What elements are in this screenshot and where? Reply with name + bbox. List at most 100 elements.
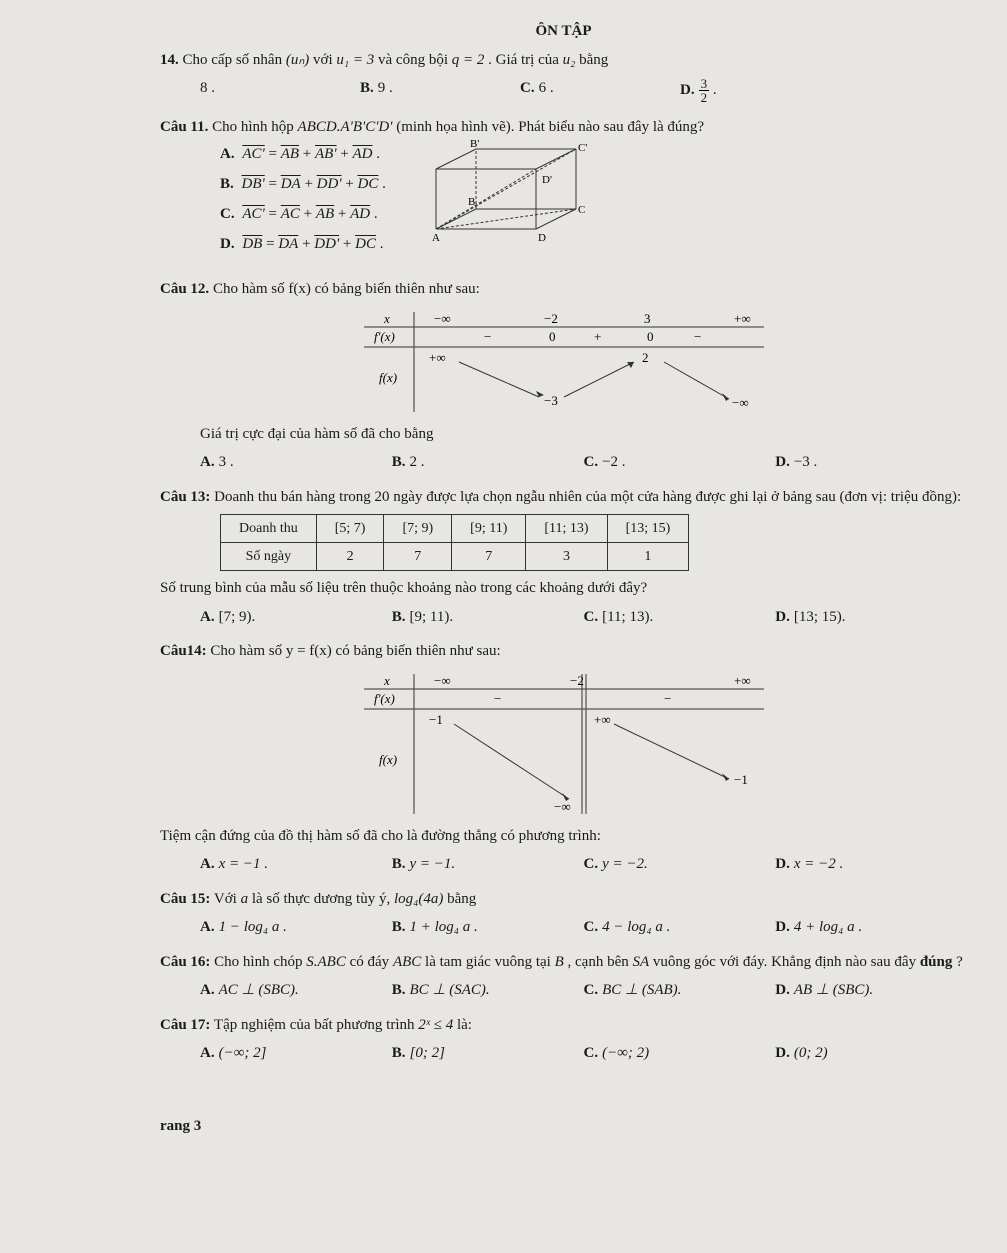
q14b-options: A.x = −1 . B.y = −1. C.y = −2. D.x = −2 … bbox=[200, 853, 967, 876]
svg-text:−: − bbox=[694, 329, 701, 344]
q14-opt-D: D.32 . bbox=[680, 77, 800, 104]
q15-text-a: Với bbox=[214, 891, 241, 907]
svg-text:3: 3 bbox=[644, 311, 651, 326]
q15-opt-D: D.4 + log₄ a . bbox=[775, 916, 967, 939]
svg-text:f(x): f(x) bbox=[379, 752, 397, 767]
q14-opt-B: B.9 . bbox=[360, 77, 480, 104]
q14-seq: (uₙ) bbox=[286, 52, 309, 68]
q15-opt-B: B.1 + log₄ a . bbox=[392, 916, 584, 939]
th-5: [13; 15) bbox=[607, 515, 689, 543]
svg-text:+: + bbox=[594, 329, 601, 344]
q14b-B-text: y = −1. bbox=[410, 856, 456, 872]
q13-C-text: [11; 13). bbox=[602, 609, 653, 625]
svg-text:−3: −3 bbox=[544, 393, 558, 408]
q13-label: Câu 13: bbox=[160, 489, 210, 505]
q16-text-b: có đáy bbox=[350, 954, 393, 970]
q16-A-text: AC ⊥ (SBC). bbox=[219, 982, 299, 998]
question-13: Câu 13: Doanh thu bán hàng trong 20 ngày… bbox=[160, 486, 967, 629]
box-diagram: A D C B B' C' D' bbox=[426, 139, 596, 267]
q12-A-text: 3 . bbox=[219, 454, 234, 470]
q14b-A-text: x = −1 . bbox=[219, 856, 268, 872]
q14-text-d: . Giá trị của bbox=[488, 52, 563, 68]
q12-options: A.3 . B.2 . C.−2 . D.−3 . bbox=[200, 451, 967, 474]
q16-text-c: là tam giác vuông tại bbox=[425, 954, 555, 970]
q16-text-a: Cho hình chóp bbox=[214, 954, 306, 970]
svg-text:0: 0 bbox=[647, 329, 654, 344]
svg-text:−: − bbox=[664, 691, 671, 706]
q14-opt-C: C.6 . bbox=[520, 77, 640, 104]
q14b-sub: Tiệm cận đứng của đồ thị hàm số đã cho l… bbox=[160, 825, 967, 848]
q13-opt-D: D.[13; 15). bbox=[775, 606, 967, 629]
q14-label: 14. bbox=[160, 52, 179, 68]
q14-opt-A: 8 . bbox=[200, 77, 320, 104]
svg-text:−∞: −∞ bbox=[434, 673, 451, 688]
q11-name: ABCD.A'B'C'D' bbox=[298, 119, 393, 135]
svg-text:+∞: +∞ bbox=[734, 673, 751, 688]
question-14: 14. Cho cấp số nhân (uₙ) với u₁ = 3 và c… bbox=[160, 49, 967, 105]
q17-label: Câu 17: bbox=[160, 1017, 210, 1033]
q13-sub: Số trung bình của mẫu số liệu trên thuộc… bbox=[160, 577, 967, 600]
q15-opt-A: A.1 − log₄ a . bbox=[200, 916, 392, 939]
q16-D-text: AB ⊥ (SBC). bbox=[794, 982, 873, 998]
q15-C-text: 4 − log₄ a . bbox=[602, 919, 670, 935]
q17-expr: 2ˣ ≤ 4 bbox=[418, 1017, 453, 1033]
q15-opt-C: C.4 − log₄ a . bbox=[584, 916, 776, 939]
q13-B-text: [9; 11). bbox=[410, 609, 454, 625]
q11-options: A. AC' = AB + AB' + AD . B. DB' = DA + D… bbox=[220, 139, 386, 259]
table-row: Doanh thu [5; 7) [7; 9) [9; 11) [11; 13)… bbox=[221, 515, 689, 543]
q15-options: A.1 − log₄ a . B.1 + log₄ a . C.4 − log₄… bbox=[200, 916, 967, 939]
q16-qmark: ? bbox=[956, 954, 963, 970]
q11-label: Câu 11. bbox=[160, 119, 208, 135]
th-3: [9; 11) bbox=[452, 515, 526, 543]
svg-text:+∞: +∞ bbox=[429, 350, 446, 365]
svg-text:−∞: −∞ bbox=[732, 395, 749, 410]
q12-sub: Giá trị cực đại của hàm số đã cho bằng bbox=[200, 423, 967, 446]
svg-text:−∞: −∞ bbox=[554, 799, 571, 814]
svg-text:−: − bbox=[484, 329, 491, 344]
q14-text-e: bằng bbox=[579, 52, 608, 68]
q12-C-text: −2 . bbox=[602, 454, 625, 470]
td-0: Số ngày bbox=[221, 543, 317, 571]
q14b-D-text: x = −2 . bbox=[794, 856, 843, 872]
q11-opt-B: B. DB' = DA + DD' + DC . bbox=[220, 169, 386, 199]
q15-B-text: 1 + log₄ a . bbox=[410, 919, 478, 935]
page-footer: rang 3 bbox=[160, 1115, 967, 1138]
q12-label: Câu 12. bbox=[160, 281, 209, 297]
question-11: Câu 11. Cho hình hộp ABCD.A'B'C'D' (minh… bbox=[160, 116, 967, 266]
svg-text:D': D' bbox=[542, 174, 552, 186]
q14-text-b: với bbox=[313, 52, 336, 68]
q14b-opt-B: B.y = −1. bbox=[392, 853, 584, 876]
q14-B-text: 9 . bbox=[378, 80, 393, 96]
q16-options: A.AC ⊥ (SBC). B.BC ⊥ (SAC). C.BC ⊥ (SAB)… bbox=[200, 979, 967, 1002]
th-1: [5; 7) bbox=[316, 515, 384, 543]
q12-opt-C: C.−2 . bbox=[584, 451, 776, 474]
cuboid-svg: A D C B B' C' D' bbox=[426, 139, 596, 259]
q13-opt-A: A.[7; 9). bbox=[200, 606, 392, 629]
td-5: 1 bbox=[607, 543, 689, 571]
q17-A-text: (−∞; 2] bbox=[219, 1045, 267, 1061]
q11-text-a: Cho hình hộp bbox=[212, 119, 297, 135]
q13-D-text: [13; 15). bbox=[794, 609, 846, 625]
q16-label: Câu 16: bbox=[160, 954, 210, 970]
svg-text:−: − bbox=[494, 691, 501, 706]
question-12: Câu 12. Cho hàm số f(x) có bảng biến thi… bbox=[160, 278, 967, 474]
svg-text:−2: −2 bbox=[570, 673, 584, 688]
td-1: 2 bbox=[316, 543, 384, 571]
q16-opt-C: C.BC ⊥ (SAB). bbox=[584, 979, 776, 1002]
q16-C-text: BC ⊥ (SAB). bbox=[602, 982, 681, 998]
q14-options: 8 . B.9 . C.6 . D.32 . bbox=[200, 77, 967, 104]
q16-name: S.ABC bbox=[306, 954, 346, 970]
q12-opt-D: D.−3 . bbox=[775, 451, 967, 474]
q16-abc: ABC bbox=[393, 954, 421, 970]
q16-Bopt-text: BC ⊥ (SAC). bbox=[410, 982, 490, 998]
q15-D-text: 4 + log₄ a . bbox=[794, 919, 862, 935]
q14-A-text: 8 . bbox=[200, 80, 215, 96]
svg-text:−1: −1 bbox=[429, 712, 443, 727]
question-17: Câu 17: Tập nghiệm của bất phương trình … bbox=[160, 1014, 967, 1065]
q12-B-text: 2 . bbox=[410, 454, 425, 470]
q12-opt-B: B.2 . bbox=[392, 451, 584, 474]
svg-text:−∞: −∞ bbox=[434, 311, 451, 326]
th-0: Doanh thu bbox=[221, 515, 317, 543]
svg-text:C: C bbox=[578, 204, 585, 216]
q12-text: Cho hàm số f(x) có bảng biến thiên như s… bbox=[213, 281, 480, 297]
